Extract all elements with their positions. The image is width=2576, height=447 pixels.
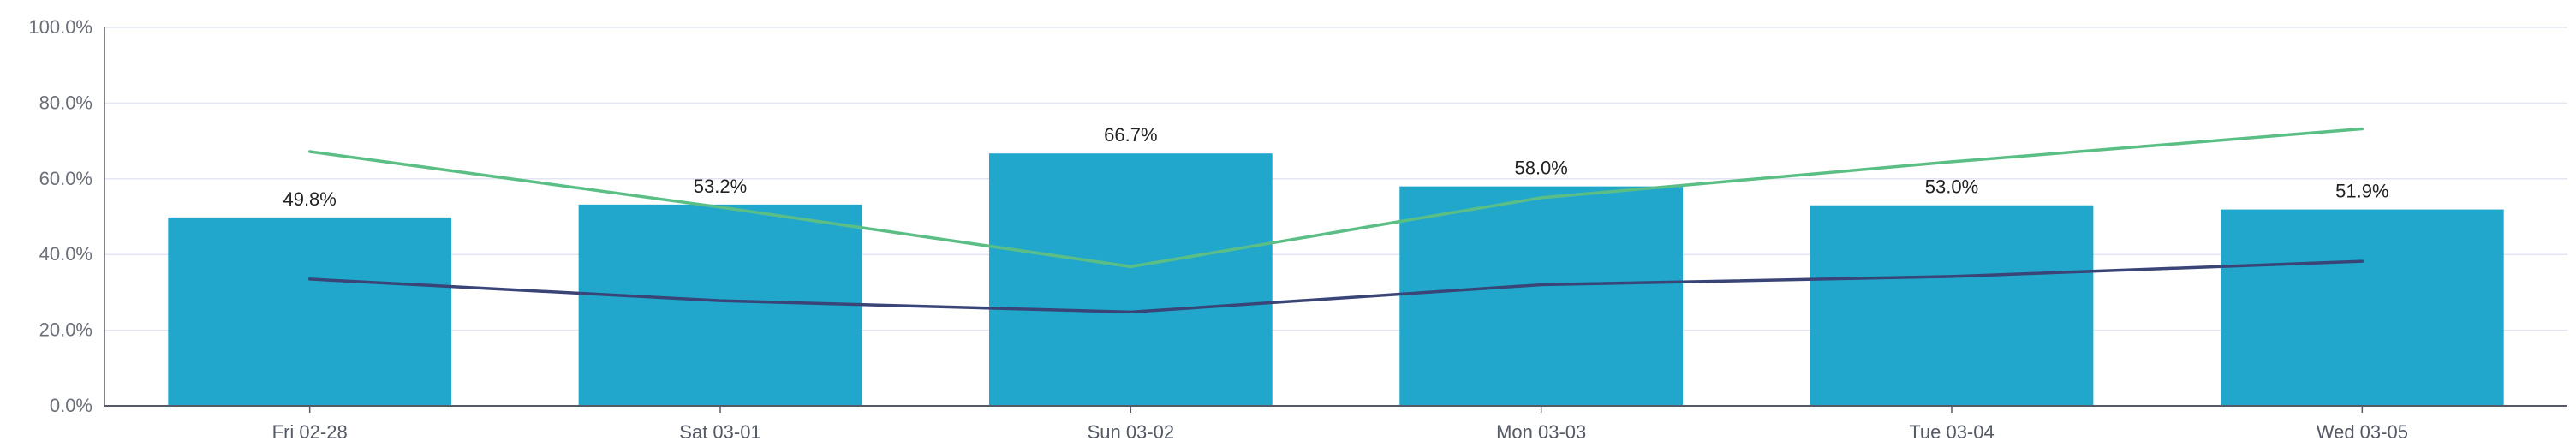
x-axis <box>104 27 2567 407</box>
bar <box>168 217 452 406</box>
lines <box>307 127 2364 314</box>
bar-value-label: 58.0% <box>1514 158 1567 179</box>
x-tick-label: Wed 03-05 <box>2317 421 2408 443</box>
y-tick-label: 100.0% <box>28 16 92 38</box>
y-axis-ticks: 0.0% 20.0% 40.0% 60.0% 80.0% 100.0% <box>28 16 92 416</box>
bar-value-label: 66.7% <box>1104 124 1157 146</box>
y-tick-label: 60.0% <box>39 168 92 189</box>
y-tick-label: 40.0% <box>39 243 92 265</box>
grid-lines <box>104 27 2567 331</box>
bar <box>988 153 1273 406</box>
bars <box>168 153 2504 406</box>
series-line <box>307 259 2364 314</box>
x-tick-label: Sun 03-02 <box>1088 421 1175 443</box>
data-labels: 49.8% 53.2% 66.7% 58.0% 53.0% 51.9% <box>283 124 2388 210</box>
bar-value-label: 53.2% <box>694 176 747 197</box>
bar <box>2220 209 2504 406</box>
x-tick-label: Sat 03-01 <box>679 421 760 443</box>
y-tick-label: 0.0% <box>50 395 92 416</box>
bar-value-label: 49.8% <box>283 188 336 210</box>
series-line <box>307 127 2364 269</box>
bar <box>1810 205 2094 406</box>
bar <box>1399 186 1684 406</box>
y-tick-label: 80.0% <box>39 92 92 113</box>
bar-value-label: 53.0% <box>1925 176 1978 198</box>
x-axis-ticks: Fri 02-28 Sat 03-01 Sun 03-02 Mon 03-03 Tue … <box>272 406 2408 443</box>
x-tick-label: Mon 03-03 <box>1496 421 1586 443</box>
y-tick-label: 20.0% <box>39 319 92 341</box>
bar <box>578 204 862 406</box>
bar-value-label: 51.9% <box>2335 181 2388 202</box>
x-tick-label: Fri 02-28 <box>272 421 348 443</box>
x-tick-label: Tue 03-04 <box>1909 421 1994 443</box>
